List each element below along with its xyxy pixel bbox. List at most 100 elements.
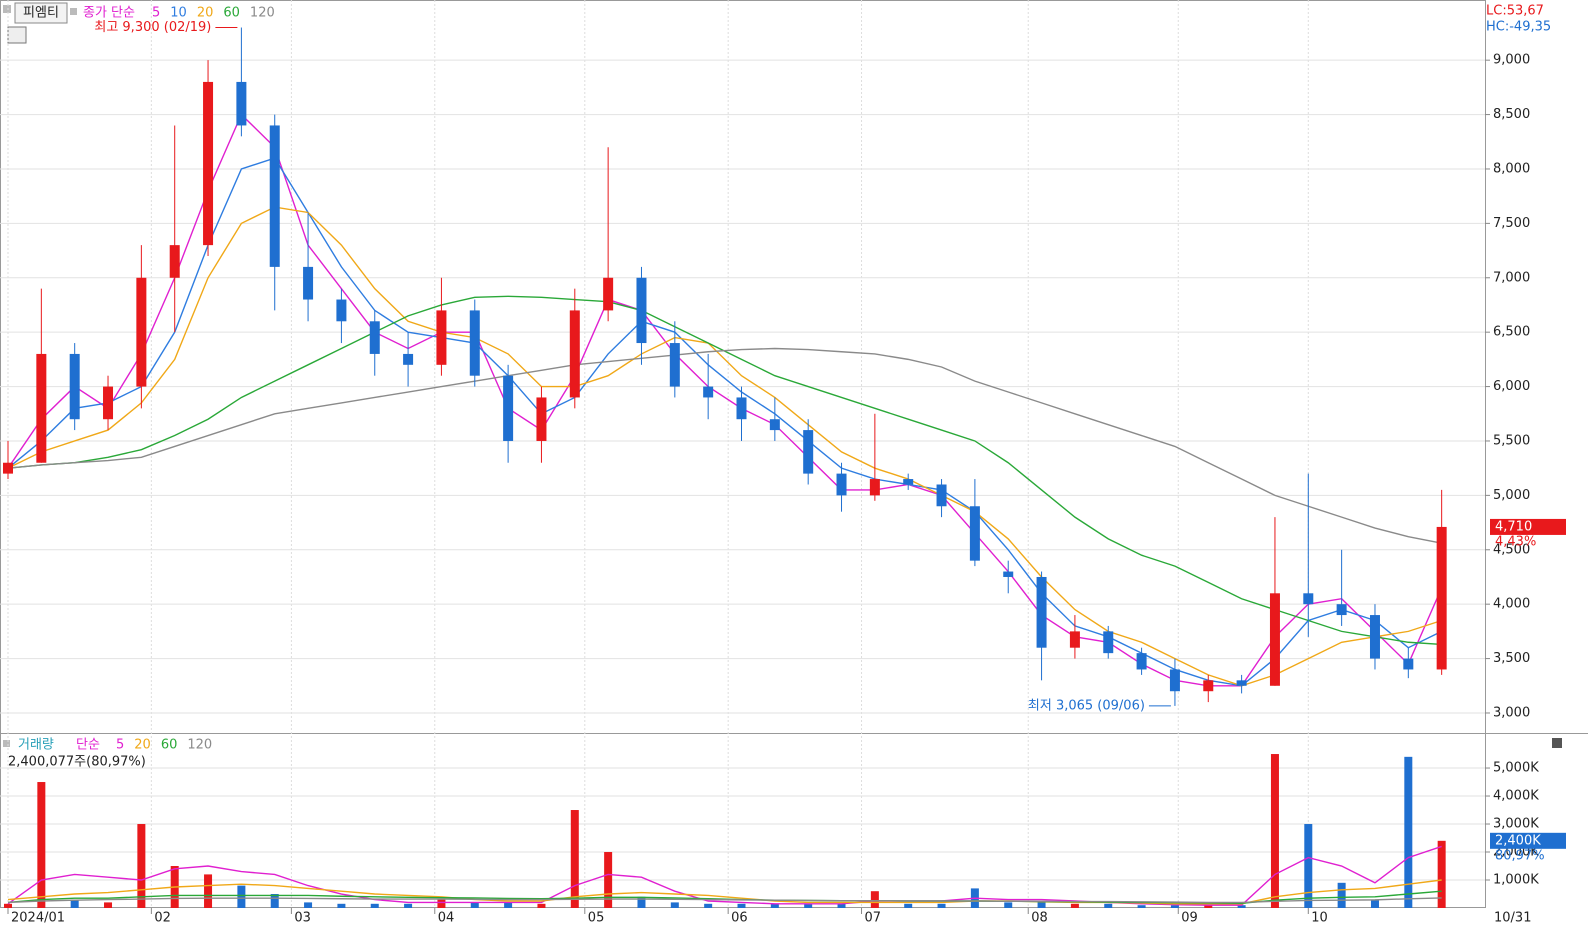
ma-line (7, 347, 1442, 544)
candle-body (1269, 593, 1280, 686)
lc-label: LC:53,67 (1486, 4, 1544, 19)
x-tick-label: 08 (1031, 911, 1048, 926)
ma-line (7, 295, 1442, 646)
x-tick-label: 2024/01 (11, 911, 65, 926)
volume-bar (137, 824, 146, 908)
volume-bar (1170, 905, 1179, 908)
ma-line (7, 113, 1443, 687)
candle-body (503, 375, 514, 441)
volume-bar (870, 891, 879, 908)
y-tick-label: 5,000 (1493, 488, 1530, 503)
y-tick-label: 5,500 (1493, 433, 1530, 448)
volume-bar (537, 903, 546, 908)
legend-entry: 5 (152, 6, 160, 21)
x-tick-label: 10 (1311, 911, 1328, 926)
candle-body (569, 310, 580, 398)
candle-body (303, 266, 314, 300)
volume-bar (1070, 903, 1079, 908)
candle-body (1403, 658, 1414, 670)
x-tick-label: 04 (438, 911, 455, 926)
legend-entry: 60 (223, 6, 240, 21)
legend-icon (3, 740, 10, 747)
volume-bar (637, 896, 646, 908)
last-volume-label: 2,400K (1495, 833, 1541, 848)
candle-body (1369, 615, 1380, 659)
candle-body (1203, 680, 1214, 692)
candle-body (1236, 680, 1247, 686)
y-tick-label: 1,000K (1493, 873, 1539, 888)
volume-bar (1237, 905, 1246, 908)
y-tick-label: 3,000K (1493, 817, 1539, 832)
stock-name: 피엠티 (23, 6, 59, 21)
candle-body (969, 506, 980, 561)
candle-body (803, 430, 814, 474)
candle-body (336, 299, 347, 322)
volume-bar (604, 852, 613, 908)
candle-body (1136, 653, 1147, 670)
candle-body (669, 343, 680, 387)
volume-bar (704, 903, 713, 908)
candle-body (903, 479, 914, 485)
volume-bar (104, 902, 113, 908)
y-tick-label: 9,000 (1493, 53, 1530, 68)
volume-bar (1004, 902, 1013, 908)
volume-info: 2,400,077주(80,97%) (8, 755, 146, 770)
last-price-tag (1490, 518, 1566, 535)
close-button[interactable] (1552, 738, 1562, 748)
y-tick-label: 7,500 (1493, 216, 1530, 231)
volume-bar (804, 903, 813, 908)
candle-body (369, 321, 380, 354)
x-tick-label: 09 (1181, 911, 1198, 926)
volume-bar (304, 902, 313, 908)
y-tick-label: 6,500 (1493, 325, 1530, 340)
candle-body (936, 484, 947, 507)
candle-body (436, 310, 447, 365)
table-icon[interactable] (7, 26, 27, 44)
y-tick-label: 4,500 (1493, 542, 1530, 557)
volume-bar (237, 885, 246, 908)
x-tick-label: 07 (865, 911, 882, 926)
candle-body (1003, 571, 1014, 577)
candle-body (769, 419, 780, 431)
x-tick-label: 06 (731, 911, 748, 926)
volume-bar (937, 903, 946, 908)
volume-ma-line (7, 845, 1442, 906)
last-volume-change: 80,97% (1495, 848, 1545, 863)
y-tick-label: 6,000 (1493, 379, 1530, 394)
ma-line (7, 157, 1442, 687)
y-tick-label: 7,000 (1493, 270, 1530, 285)
x-tick-label: 02 (154, 911, 171, 926)
volume-bar (1370, 899, 1379, 908)
candle-body (69, 353, 80, 420)
volume-bar (1337, 882, 1346, 908)
plot-frame (0, 0, 1486, 908)
volume-bar (4, 903, 13, 908)
candle-body (36, 353, 47, 463)
volume-ma-line (7, 897, 1442, 904)
candle-body (836, 473, 847, 496)
legend-entry: 20 (134, 738, 151, 753)
volume-bar (837, 903, 846, 908)
volume-bar (337, 903, 346, 908)
volume-bar (1137, 905, 1146, 908)
stock-name-box[interactable] (14, 2, 68, 24)
y-tick-label: 4,000 (1493, 597, 1530, 612)
volume-ma-label: 단순 (76, 738, 100, 753)
candle-body (603, 277, 614, 311)
volume-bar (770, 903, 779, 908)
y-tick-label: 3,000 (1493, 705, 1530, 720)
volume-ma-line (7, 879, 1442, 905)
ma-line (7, 206, 1442, 687)
volume-bar (1437, 840, 1446, 908)
candle-body (1436, 526, 1447, 670)
volume-bar (37, 782, 46, 908)
volume-bar (437, 899, 446, 908)
volume-bar (370, 903, 379, 908)
legend-entry: 120 (250, 6, 275, 21)
volume-bar (70, 899, 79, 908)
x-tick-label: 05 (588, 911, 605, 926)
candle-body (136, 277, 147, 387)
volume-bar (737, 903, 746, 908)
y-tick-label: 8,500 (1493, 107, 1530, 122)
